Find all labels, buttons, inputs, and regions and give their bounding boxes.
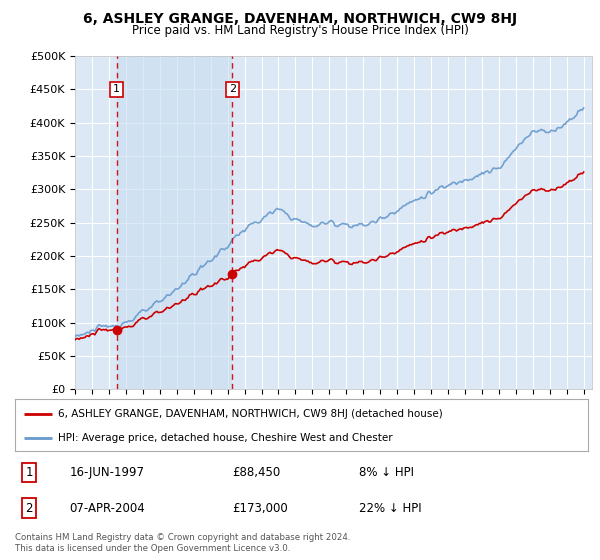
Text: 8% ↓ HPI: 8% ↓ HPI [359,466,414,479]
Text: 1: 1 [26,466,33,479]
Text: £88,450: £88,450 [233,466,281,479]
Text: Contains HM Land Registry data © Crown copyright and database right 2024.
This d: Contains HM Land Registry data © Crown c… [15,533,350,553]
Text: £173,000: £173,000 [233,502,289,515]
Text: 6, ASHLEY GRANGE, DAVENHAM, NORTHWICH, CW9 8HJ (detached house): 6, ASHLEY GRANGE, DAVENHAM, NORTHWICH, C… [58,409,443,419]
Text: Price paid vs. HM Land Registry's House Price Index (HPI): Price paid vs. HM Land Registry's House … [131,24,469,36]
Text: 6, ASHLEY GRANGE, DAVENHAM, NORTHWICH, CW9 8HJ: 6, ASHLEY GRANGE, DAVENHAM, NORTHWICH, C… [83,12,517,26]
Text: 07-APR-2004: 07-APR-2004 [70,502,145,515]
Text: 2: 2 [26,502,33,515]
Text: 16-JUN-1997: 16-JUN-1997 [70,466,145,479]
Text: 1: 1 [113,85,120,94]
Bar [117,56,232,389]
Text: 22% ↓ HPI: 22% ↓ HPI [359,502,421,515]
Text: HPI: Average price, detached house, Cheshire West and Chester: HPI: Average price, detached house, Ches… [58,433,392,443]
Text: 2: 2 [229,85,236,94]
